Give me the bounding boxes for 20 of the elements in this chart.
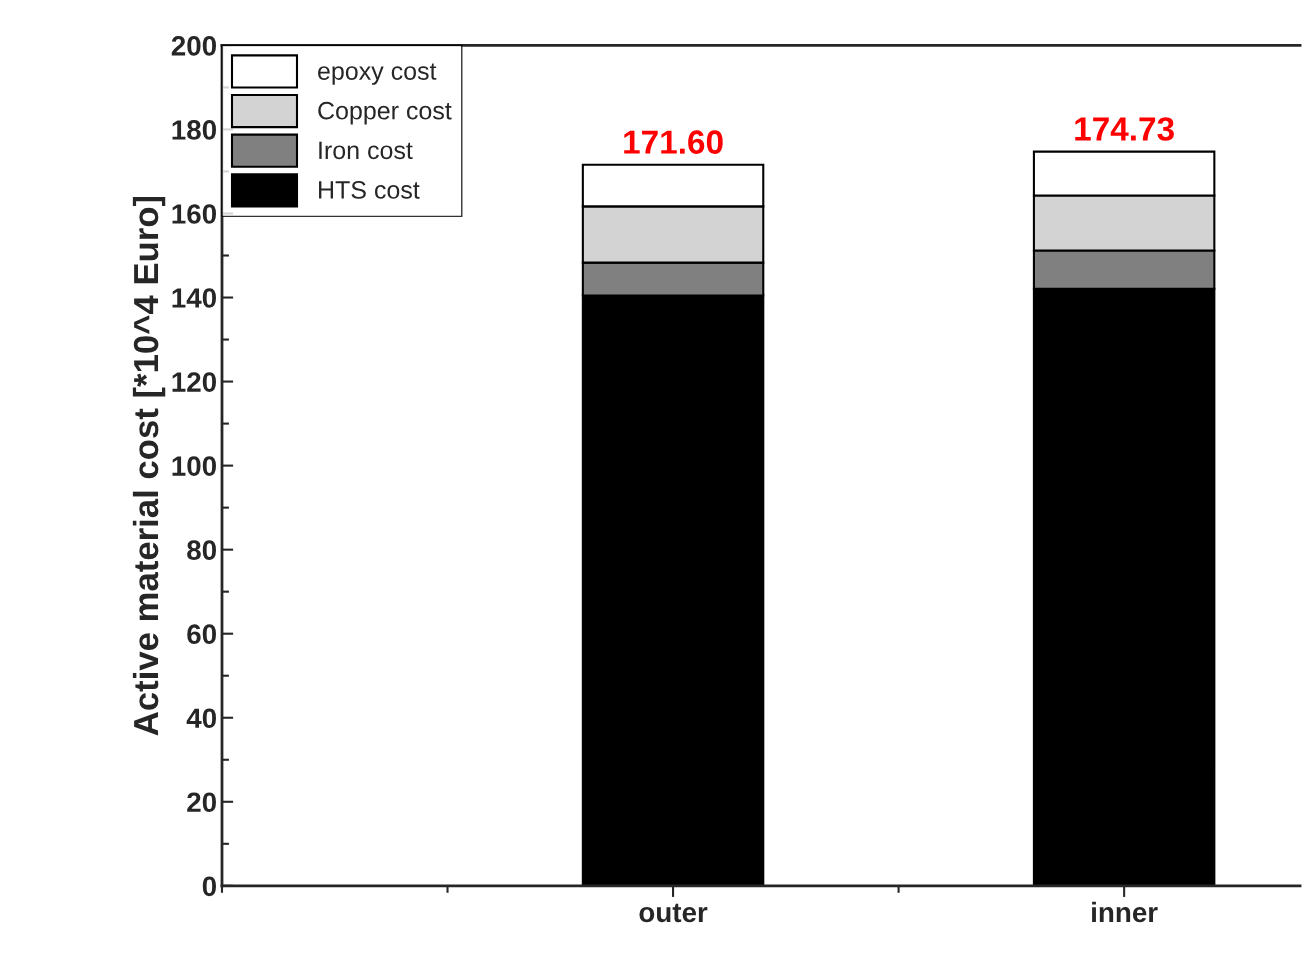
y-tick-label: 180 [172, 120, 216, 140]
y-tick-label: 100 [172, 456, 216, 476]
y-tick-label: 140 [172, 288, 216, 308]
total-label: 171.60 [624, 130, 723, 154]
y-tick-label: 40 [186, 708, 216, 729]
y-tick-label: 80 [187, 540, 216, 560]
x-tick-label: inner [1092, 901, 1158, 923]
y-tick-label: 200 [171, 36, 216, 56]
legend-label: Copper cost [318, 101, 452, 125]
y-tick-label: 60 [187, 624, 216, 645]
y-tick-label: 20 [187, 792, 216, 813]
y-tick-label: 120 [172, 372, 216, 392]
total-label: 174.73 [1075, 117, 1174, 141]
y-tick-label: 0 [202, 876, 216, 897]
x-tick-label: outer [639, 903, 708, 923]
y-axis-title: Active material cost [*10^4 Euro] [132, 196, 166, 736]
legend-label: HTS cost [319, 181, 420, 199]
y-tick-label: 160 [172, 204, 216, 224]
legend-label: Iron cost [319, 141, 413, 160]
legend-label: epoxy cost [318, 63, 437, 85]
